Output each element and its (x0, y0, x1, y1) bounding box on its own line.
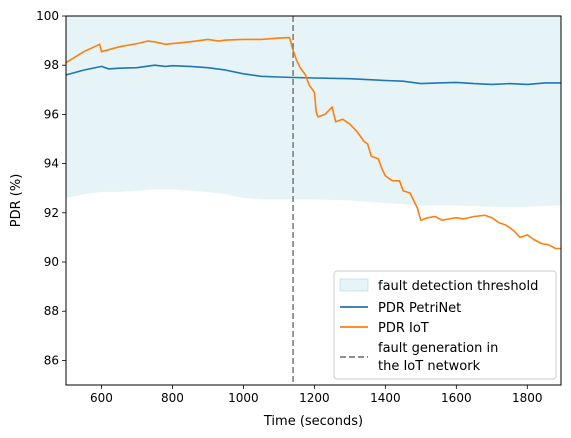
axes-frame (65, 15, 562, 386)
legend-fault-label-line2: the IoT network (378, 359, 481, 374)
threshold-band (66, 16, 561, 207)
x-tick-label: 800 (161, 391, 184, 405)
plot-area (66, 16, 561, 385)
series-iot-line (66, 36, 561, 250)
legend-petrinet-label: PDR PetriNet (378, 301, 461, 316)
legend: fault detection threshold PDR PetriNet P… (333, 270, 557, 380)
x-tick-label: 1000 (228, 391, 259, 405)
axis-ticks: 600 800 1000 1200 1400 1600 1800 86 88 90 92 94 96 98… (36, 9, 542, 405)
legend-threshold-label: fault detection threshold (378, 279, 538, 294)
y-axis-label: PDR (%) (9, 174, 24, 228)
x-axis-label: Time (seconds) (263, 414, 363, 429)
legend-iot-label: PDR IoT (378, 321, 429, 336)
plot-clip-group (66, 16, 561, 385)
x-tick-label: 1600 (441, 391, 472, 405)
legend-fault-label-line1: fault generation in (378, 341, 498, 356)
legend-box (333, 270, 557, 380)
x-tick-label: 1200 (299, 391, 330, 405)
y-tick-label: 94 (44, 157, 59, 171)
y-tick-label: 98 (44, 58, 59, 72)
y-tick-label: 90 (44, 255, 59, 269)
x-tick-label: 600 (90, 391, 113, 405)
y-tick-label: 100 (36, 9, 59, 23)
legend-threshold-swatch (339, 278, 369, 292)
y-tick-label: 96 (44, 107, 59, 121)
x-tick-label: 1400 (370, 391, 401, 405)
y-tick-label: 92 (44, 206, 59, 220)
series-petrinet-line (66, 64, 561, 86)
x-tick-label: 1800 (512, 391, 543, 405)
y-tick-label: 86 (44, 353, 59, 367)
y-tick-label: 88 (44, 304, 59, 318)
